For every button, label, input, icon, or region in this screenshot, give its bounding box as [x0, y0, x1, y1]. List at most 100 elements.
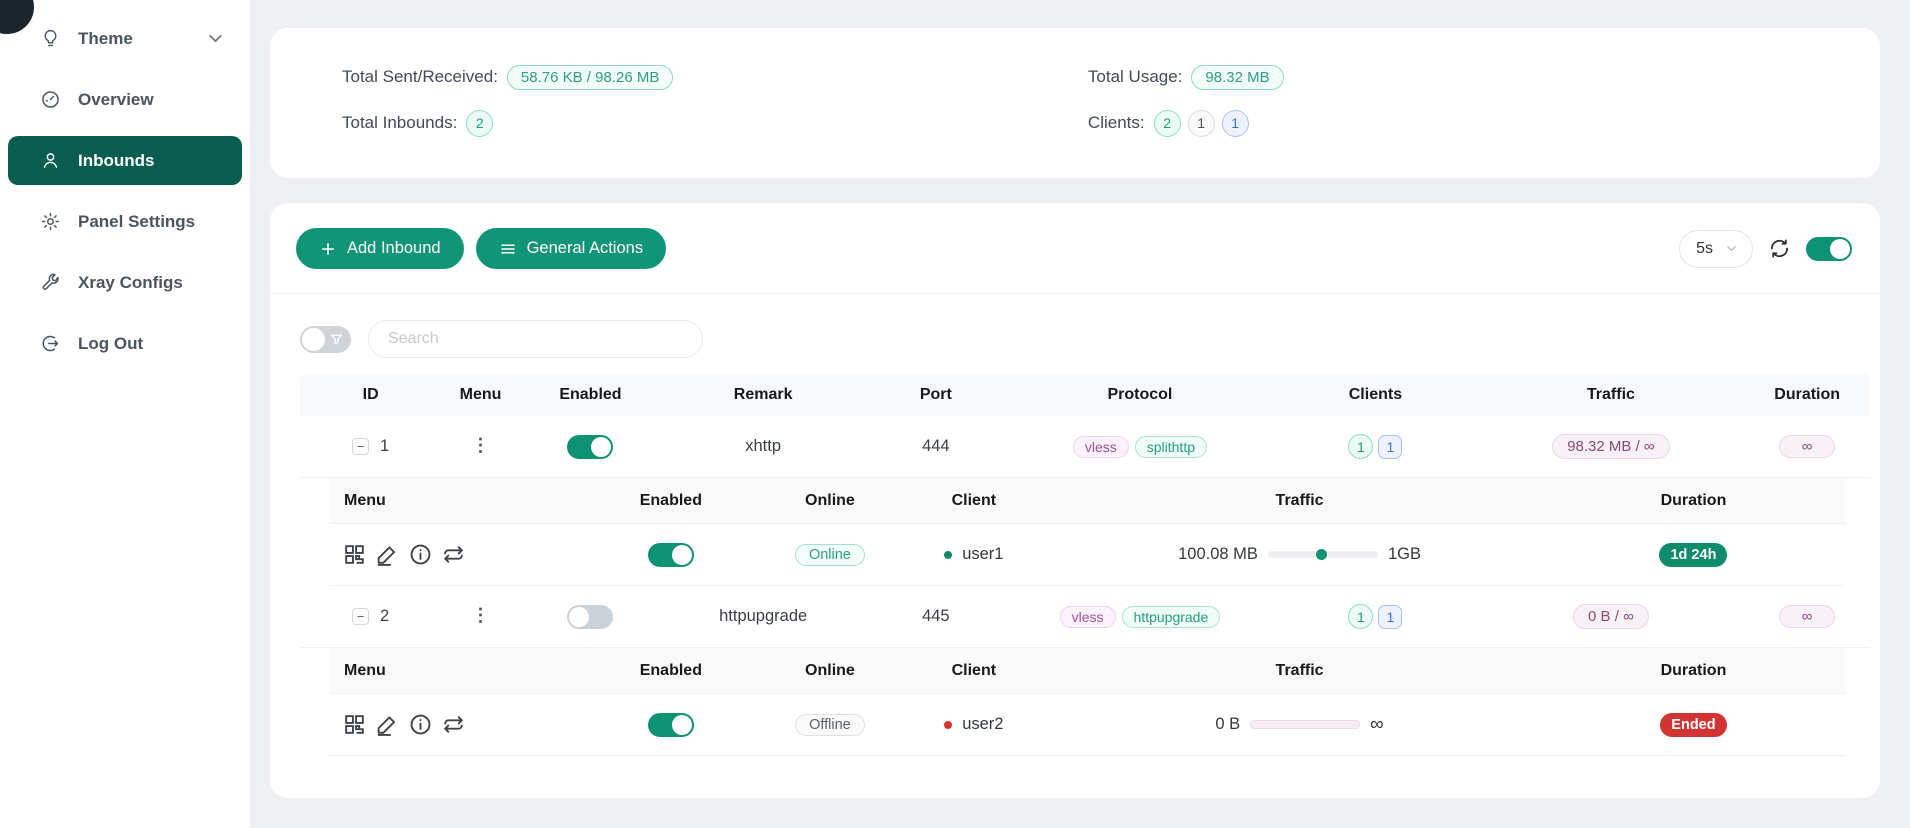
total-inbounds-label: Total Inbounds: [342, 113, 458, 132]
subcol-header-enabled: Enabled [639, 491, 702, 509]
sidebar-item-label: Xray Configs [78, 272, 183, 292]
client-row: Offline user2 0 B ∞ Ended [330, 694, 1845, 756]
toolbar: Add Inbound General Actions 5s [270, 228, 1880, 269]
chevron-down-icon [1727, 246, 1736, 251]
reset-traffic-icon[interactable] [441, 712, 466, 737]
total-sent-received-label: Total Sent/Received: [342, 67, 498, 86]
traffic-badge: 0 B / ∞ [1573, 604, 1649, 629]
clients-count-deactive: 1 [1187, 109, 1215, 137]
col-header-id: ID [362, 386, 379, 403]
client-duration-badge: Ended [1660, 713, 1727, 737]
protocol-tag: vless [1072, 435, 1129, 458]
qr-code-icon[interactable] [342, 712, 367, 737]
client-table-header-row: Menu Enabled Online Client Traffic Durat… [330, 648, 1845, 694]
expanded-client-table: Menu Enabled Online Client Traffic Durat… [330, 648, 1845, 756]
add-inbound-button[interactable]: Add Inbound [296, 228, 464, 269]
user-icon [43, 153, 58, 168]
info-icon[interactable] [408, 542, 433, 567]
subcol-header-client: Client [951, 491, 997, 509]
sidebar-item-panel-settings[interactable]: Panel Settings [8, 197, 242, 246]
table-row: − 2 ⋮ httpupgrade 445 vless httpupgrade … [300, 586, 1870, 648]
client-online-badge: 1 [1378, 434, 1403, 459]
client-online-badge: 1 [1378, 604, 1403, 629]
inbound-remark: xhttp [745, 437, 782, 455]
client-enabled-toggle[interactable] [647, 542, 694, 567]
duration-badge: ∞ [1779, 435, 1836, 458]
sidebar-item-inbounds[interactable]: Inbounds [8, 136, 242, 185]
reset-traffic-icon[interactable] [441, 542, 466, 567]
qr-code-icon[interactable] [342, 542, 367, 567]
client-status-dot [944, 550, 953, 559]
main-content: Total Sent/Received: 58.76 KB / 98.26 MB… [250, 0, 1910, 828]
sidebar-item-theme[interactable]: Theme [8, 14, 242, 63]
sidebar-item-log-out[interactable]: Log Out [8, 319, 242, 368]
traffic-progress-bar [1267, 551, 1378, 558]
col-header-duration: Duration [1774, 386, 1841, 403]
wrench-icon [42, 273, 59, 290]
total-sent-received-value: 58.76 KB / 98.26 MB [506, 64, 674, 90]
search-input[interactable] [368, 320, 703, 358]
client-duration-badge: 1d 24h [1659, 543, 1728, 567]
traffic-badge: 98.32 MB / ∞ [1552, 434, 1670, 459]
subcol-header-enabled: Enabled [639, 661, 702, 679]
client-count-badge: 1 [1348, 434, 1374, 459]
subcol-header-traffic: Traffic [1275, 661, 1324, 679]
subcol-header-duration: Duration [1660, 491, 1727, 509]
dashboard-icon [42, 91, 59, 108]
refresh-interval-select[interactable]: 5s [1679, 229, 1753, 268]
sidebar-item-label: Overview [78, 89, 154, 109]
refresh-interval-value: 5s [1696, 239, 1713, 257]
sidebar-item-xray-configs[interactable]: Xray Configs [8, 258, 242, 307]
filter-toggle[interactable] [300, 325, 351, 353]
table-row: − 1 ⋮ xhttp 444 vless splithttp 1 1 98.3… [300, 416, 1870, 478]
auto-refresh-toggle[interactable] [1806, 236, 1852, 261]
inbound-enabled-toggle[interactable] [567, 604, 614, 629]
transport-tag: httpupgrade [1121, 605, 1221, 628]
traffic-used: 0 B [1215, 715, 1241, 733]
inbounds-card: Add Inbound General Actions 5s [270, 203, 1880, 798]
collapse-row-button[interactable]: − [352, 608, 370, 625]
bulb-icon [44, 29, 57, 47]
traffic-cap: ∞ [1370, 713, 1384, 735]
chevron-down-icon [209, 35, 222, 42]
client-row: Online user1 100.08 MB 1GB 1d 24h [330, 524, 1845, 586]
traffic-progress-bar [1250, 720, 1361, 729]
sidebar-item-label: Inbounds [78, 150, 155, 170]
logout-icon [42, 335, 59, 352]
subcol-header-traffic: Traffic [1275, 491, 1324, 509]
row-menu-button[interactable]: ⋮ [471, 605, 490, 625]
total-usage-label: Total Usage: [1087, 67, 1183, 86]
client-enabled-toggle[interactable] [647, 712, 694, 737]
refresh-icon[interactable] [1768, 237, 1791, 260]
client-name: user2 [962, 715, 1004, 733]
gear-icon [41, 212, 60, 231]
inbound-enabled-toggle[interactable] [567, 434, 614, 459]
client-status-dot [944, 720, 953, 729]
hamburger-icon [500, 244, 515, 253]
edit-icon[interactable] [375, 712, 400, 737]
col-header-protocol: Protocol [1107, 386, 1173, 403]
col-header-port: Port [919, 386, 952, 403]
sidebar-item-overview[interactable]: Overview [8, 75, 242, 124]
general-actions-button[interactable]: General Actions [475, 228, 667, 269]
clients-label: Clients: [1087, 113, 1145, 132]
total-inbounds-value: 2 [466, 109, 494, 137]
clients-count-active: 2 [1153, 109, 1181, 137]
online-status-badge: Online [794, 544, 865, 566]
toolbar-divider [270, 293, 1880, 294]
sidebar: Theme Overview Inbounds Panel Settings X… [0, 0, 250, 828]
table-header-row: ID Menu Enabled Remark Port Protocol Cli… [300, 374, 1870, 416]
inbound-id: 2 [380, 607, 390, 625]
col-header-traffic: Traffic [1586, 386, 1635, 403]
online-status-badge: Offline [795, 714, 865, 736]
traffic-cap: 1GB [1387, 545, 1421, 563]
collapse-row-button[interactable]: − [352, 438, 370, 455]
edit-icon[interactable] [375, 542, 400, 567]
col-header-enabled: Enabled [559, 386, 622, 403]
subcol-header-online: Online [805, 491, 855, 509]
row-menu-button[interactable]: ⋮ [471, 435, 490, 455]
clients-count-online: 1 [1221, 109, 1249, 137]
plus-icon [322, 242, 334, 255]
sidebar-item-label: Theme [78, 28, 133, 48]
info-icon[interactable] [408, 712, 433, 737]
